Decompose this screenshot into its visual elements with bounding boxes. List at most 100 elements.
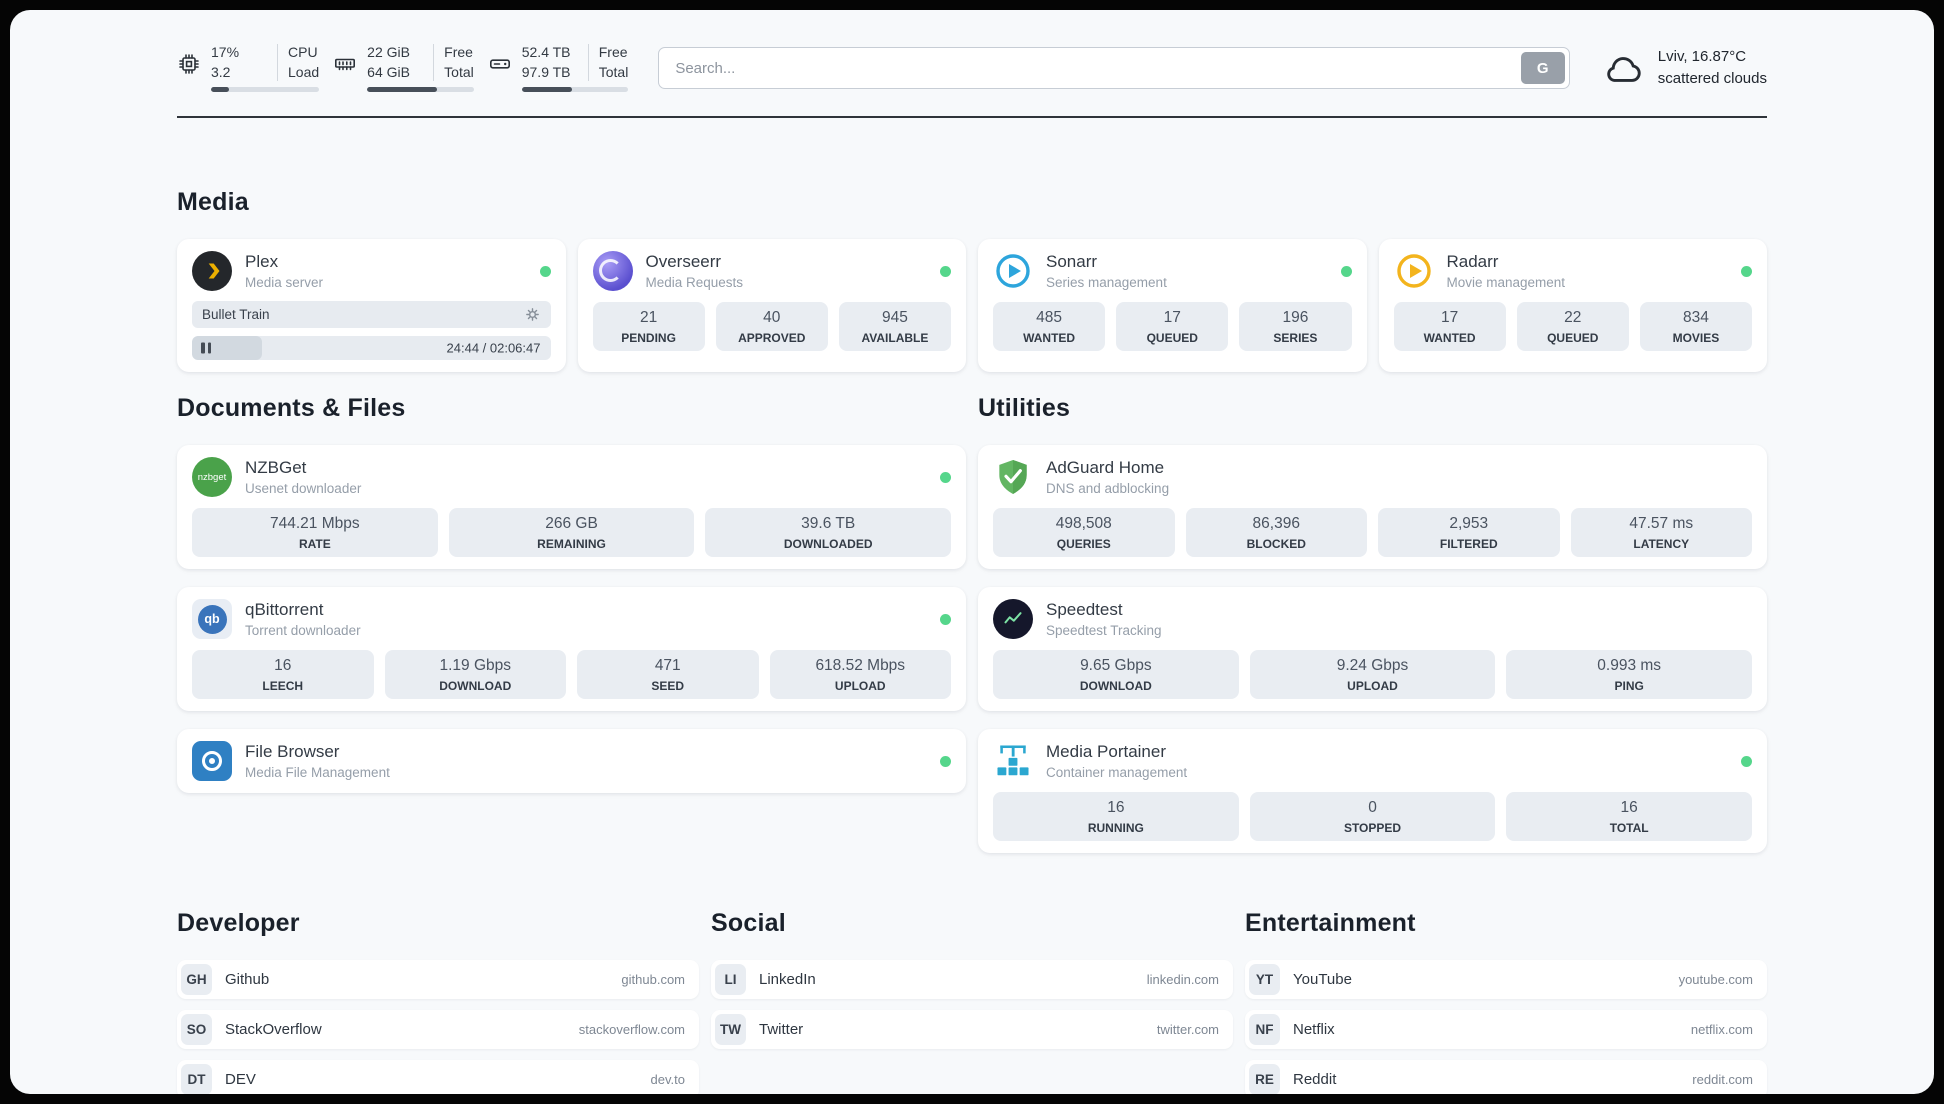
bookmark-url: stackoverflow.com bbox=[578, 1022, 685, 1037]
bookmark-stackoverflow[interactable]: SO StackOverflow stackoverflow.com bbox=[177, 1010, 699, 1049]
search-engine-button[interactable]: G bbox=[1520, 52, 1565, 84]
stat-box: 2,953 FILTERED bbox=[1378, 508, 1560, 557]
utilities-section-title: Utilities bbox=[978, 394, 1071, 422]
status-dot bbox=[539, 265, 551, 277]
service-desc: Series management bbox=[1046, 275, 1167, 290]
social-section-title: Social bbox=[711, 909, 786, 937]
disk-total-label: Total bbox=[598, 63, 629, 80]
service-card-filebrowser[interactable]: File Browser Media File Management bbox=[177, 729, 966, 793]
cpu-load-label: Load bbox=[288, 63, 320, 80]
stat-box: 485 WANTED bbox=[993, 302, 1106, 351]
service-name: qBittorrent bbox=[245, 600, 324, 619]
qbittorrent-icon-text: qb bbox=[197, 604, 227, 634]
weather-widget: Lviv, 16.87°C scattered clouds bbox=[1600, 45, 1767, 91]
plex-icon bbox=[192, 251, 232, 291]
stat-box: 196 SERIES bbox=[1239, 302, 1352, 351]
stat-box: 9.24 Gbps UPLOAD bbox=[1249, 650, 1496, 699]
service-card-adguard[interactable]: AdGuard Home DNS and adblocking 498,508 … bbox=[978, 445, 1767, 569]
service-name: Media Portainer bbox=[1046, 742, 1167, 761]
section-media: Media Plex Media server bbox=[177, 188, 1767, 372]
service-card-plex[interactable]: Plex Media server Bullet Train bbox=[177, 239, 566, 372]
gear-icon[interactable] bbox=[524, 306, 541, 323]
stat-box: 47.57 ms LATENCY bbox=[1570, 508, 1752, 557]
ram-free-label: Free bbox=[444, 44, 473, 60]
sonarr-icon bbox=[993, 251, 1033, 291]
ram-progress-bar bbox=[367, 87, 474, 92]
bookmark-url: github.com bbox=[621, 972, 685, 987]
header-divider bbox=[177, 116, 1767, 118]
media-section-title: Media bbox=[177, 188, 249, 216]
stat-box: 17 QUEUED bbox=[1116, 302, 1229, 351]
stat-box: 16 LEECH bbox=[192, 650, 374, 699]
stat-box: 618.52 Mbps UPLOAD bbox=[769, 650, 951, 699]
service-card-portainer[interactable]: Media Portainer Container management 16 … bbox=[978, 729, 1767, 853]
search-input[interactable] bbox=[658, 47, 1570, 89]
service-desc: DNS and adblocking bbox=[1046, 481, 1170, 496]
radarr-icon bbox=[1394, 251, 1434, 291]
bookmark-youtube[interactable]: YT YouTube youtube.com bbox=[1245, 960, 1767, 999]
bookmark-url: reddit.com bbox=[1692, 1072, 1753, 1087]
ram-free-value: 22 GiB bbox=[367, 44, 410, 60]
bookmark-name: Github bbox=[225, 971, 270, 988]
status-dot bbox=[1741, 755, 1752, 767]
service-name: Plex bbox=[245, 252, 279, 271]
stat-box: 471 SEED bbox=[577, 650, 759, 699]
bookmark-abbr: DT bbox=[181, 1064, 212, 1094]
stat-box: 86,396 BLOCKED bbox=[1185, 508, 1367, 557]
qbittorrent-icon: qb bbox=[192, 599, 232, 639]
section-social: Social LI LinkedIn linkedin.com TW Twitt… bbox=[711, 909, 1233, 1049]
service-card-qbittorrent[interactable]: qb qBittorrent Torrent downloader 16 bbox=[177, 587, 966, 711]
adguard-icon bbox=[993, 457, 1033, 497]
cpu-label: CPU bbox=[288, 44, 318, 60]
filebrowser-icon bbox=[192, 741, 232, 781]
disk-progress-fill bbox=[521, 87, 572, 92]
stat-box: 945 AVAILABLE bbox=[838, 302, 952, 351]
overseerr-icon bbox=[592, 251, 633, 291]
service-desc: Usenet downloader bbox=[245, 481, 362, 496]
bookmark-dev[interactable]: DT DEV dev.to bbox=[177, 1060, 699, 1094]
search-bar: G bbox=[658, 47, 1570, 89]
nzbget-icon: nzbget bbox=[192, 457, 232, 497]
service-card-radarr[interactable]: Radarr Movie management 17 WANTED 22 QUE… bbox=[1378, 239, 1767, 372]
service-card-overseerr[interactable]: Overseerr Media Requests 21 PENDING 40 A… bbox=[577, 239, 966, 372]
bookmark-abbr: YT bbox=[1249, 964, 1280, 995]
service-desc: Media server bbox=[245, 275, 324, 290]
ram-total-label: Total bbox=[444, 63, 474, 80]
cpu-stat: 17% 3.2 CPU Load bbox=[177, 44, 320, 92]
top-bar: 17% 3.2 CPU Load bbox=[177, 44, 1767, 92]
bookmark-abbr: LI bbox=[715, 964, 746, 995]
pause-icon[interactable] bbox=[201, 342, 211, 354]
bookmark-reddit[interactable]: RE Reddit reddit.com bbox=[1245, 1060, 1767, 1094]
stat-box: 744.21 Mbps RATE bbox=[192, 508, 438, 557]
status-dot bbox=[940, 613, 951, 625]
portainer-icon bbox=[993, 741, 1033, 781]
service-card-speedtest[interactable]: Speedtest Speedtest Tracking 9.65 Gbps D… bbox=[978, 587, 1767, 711]
bookmark-name: LinkedIn bbox=[759, 971, 816, 988]
bookmark-name: Netflix bbox=[1293, 1021, 1335, 1038]
weather-location: Lviv, 16.87°C bbox=[1657, 48, 1747, 66]
weather-condition: scattered clouds bbox=[1657, 70, 1767, 87]
bookmark-name: Reddit bbox=[1293, 1071, 1337, 1088]
bookmark-twitter[interactable]: TW Twitter twitter.com bbox=[711, 1010, 1233, 1049]
service-desc: Speedtest Tracking bbox=[1046, 623, 1162, 638]
bookmark-github[interactable]: GH Github github.com bbox=[177, 960, 699, 999]
service-card-sonarr[interactable]: Sonarr Series management 485 WANTED 17 Q… bbox=[978, 239, 1367, 372]
bookmark-abbr: SO bbox=[181, 1014, 212, 1045]
bookmark-linkedin[interactable]: LI LinkedIn linkedin.com bbox=[711, 960, 1233, 999]
service-name: NZBGet bbox=[245, 458, 307, 477]
stat-box: 16 RUNNING bbox=[993, 792, 1239, 841]
bookmark-abbr: TW bbox=[715, 1014, 746, 1045]
disk-total-value: 97.9 TB bbox=[521, 63, 571, 80]
stat-box: 17 WANTED bbox=[1393, 302, 1506, 351]
cpu-progress-bar bbox=[211, 87, 320, 92]
disk-progress-bar bbox=[521, 87, 629, 92]
service-desc: Container management bbox=[1046, 765, 1188, 780]
bookmark-abbr: GH bbox=[181, 964, 212, 995]
service-card-nzbget[interactable]: nzbget NZBGet Usenet downloader 744.21 M… bbox=[177, 445, 966, 569]
service-desc: Movie management bbox=[1446, 275, 1566, 290]
bookmark-netflix[interactable]: NF Netflix netflix.com bbox=[1245, 1010, 1767, 1049]
status-dot bbox=[940, 755, 951, 767]
playback-progress-bar[interactable]: 24:44 / 02:06:47 bbox=[192, 336, 551, 360]
stat-box: 0.993 ms PING bbox=[1506, 650, 1753, 699]
ram-icon bbox=[333, 52, 357, 76]
